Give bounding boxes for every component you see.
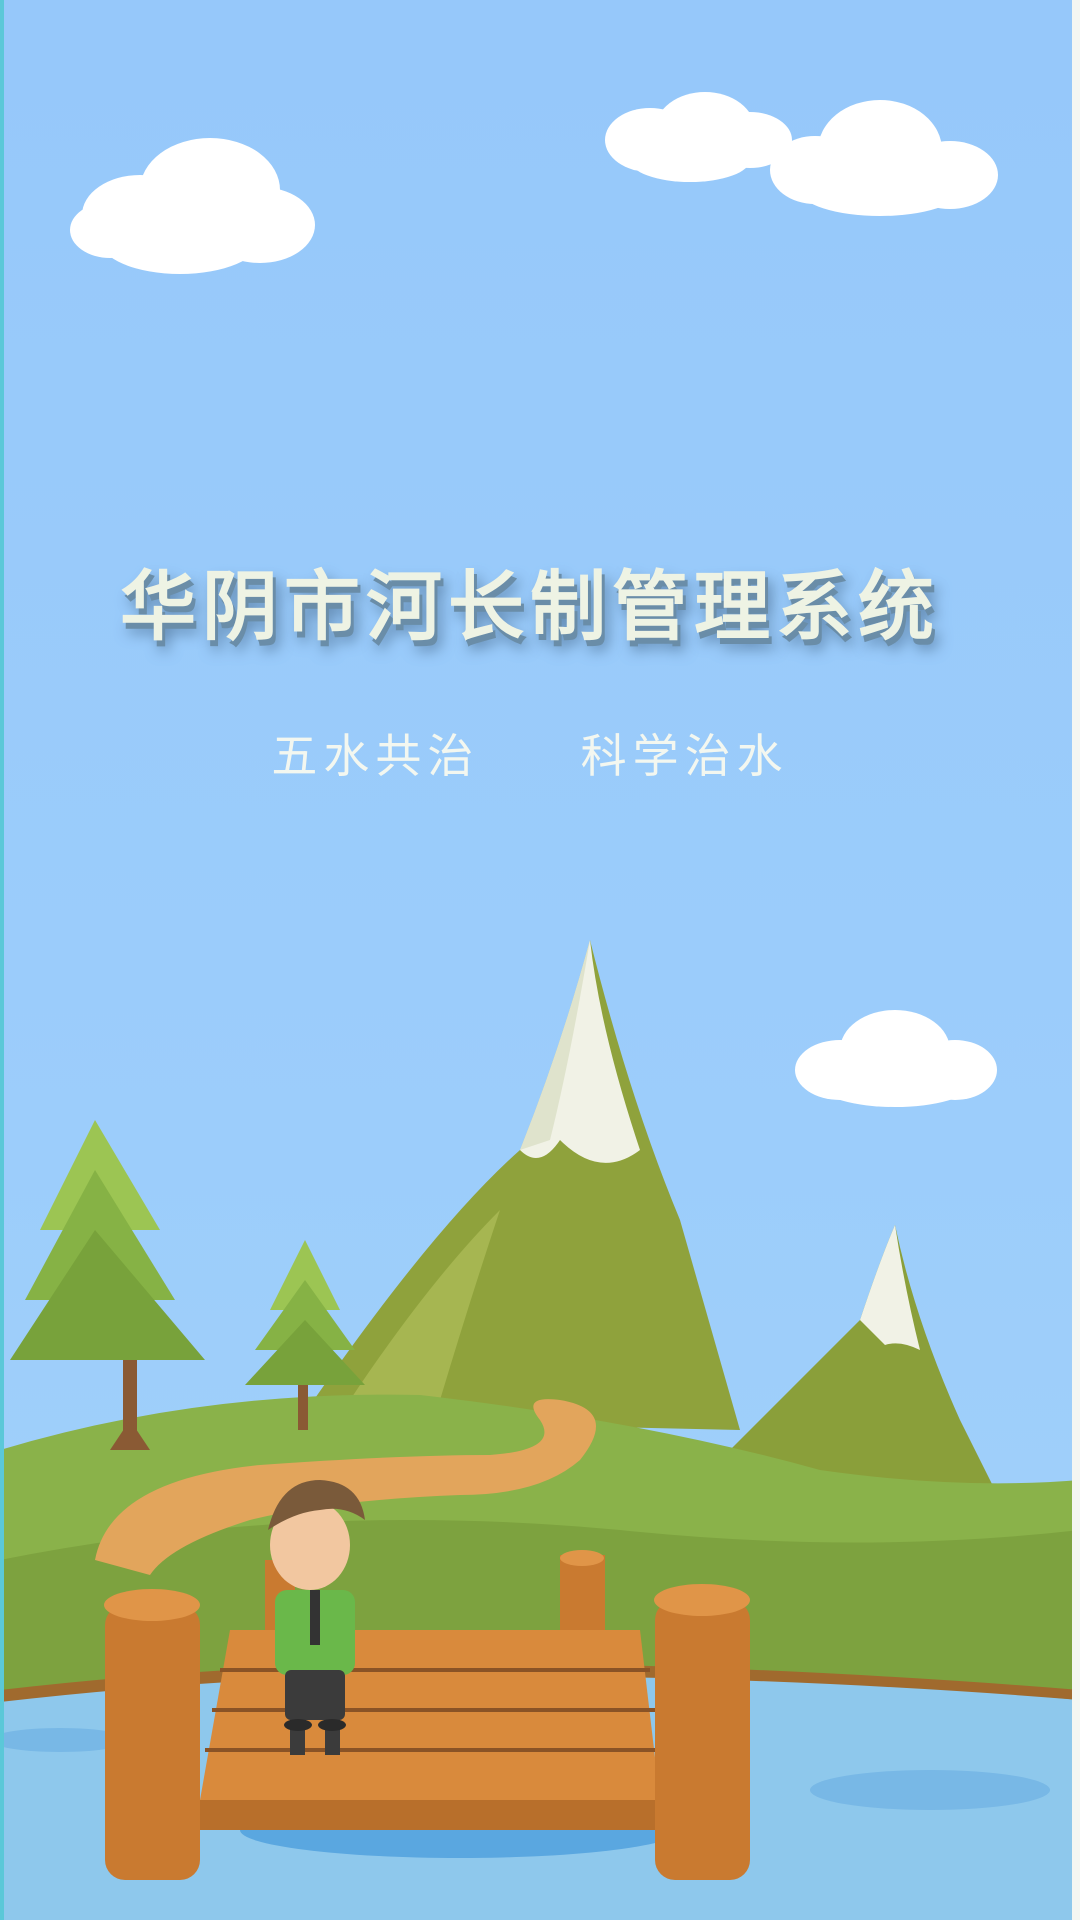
cloud-illustration bbox=[70, 138, 315, 274]
right-border bbox=[1072, 0, 1080, 1920]
left-border bbox=[0, 0, 4, 1920]
mountain-illustration bbox=[300, 940, 740, 1430]
mountain-illustration bbox=[720, 1225, 1000, 1500]
slogan: 五水共治 科学治水 bbox=[0, 720, 1060, 786]
pine-tree-illustration bbox=[10, 1120, 205, 1450]
pine-tree-illustration bbox=[245, 1240, 365, 1430]
slogan-left: 五水共治 bbox=[271, 729, 480, 783]
cloud-illustration bbox=[770, 100, 998, 216]
app-title: 华阴市河长制管理系统 bbox=[120, 562, 940, 651]
man-character-illustration bbox=[268, 1480, 365, 1755]
cloud-illustration bbox=[795, 1010, 997, 1107]
cloud-illustration bbox=[605, 92, 792, 182]
slogan-right: 科学治水 bbox=[580, 729, 789, 783]
